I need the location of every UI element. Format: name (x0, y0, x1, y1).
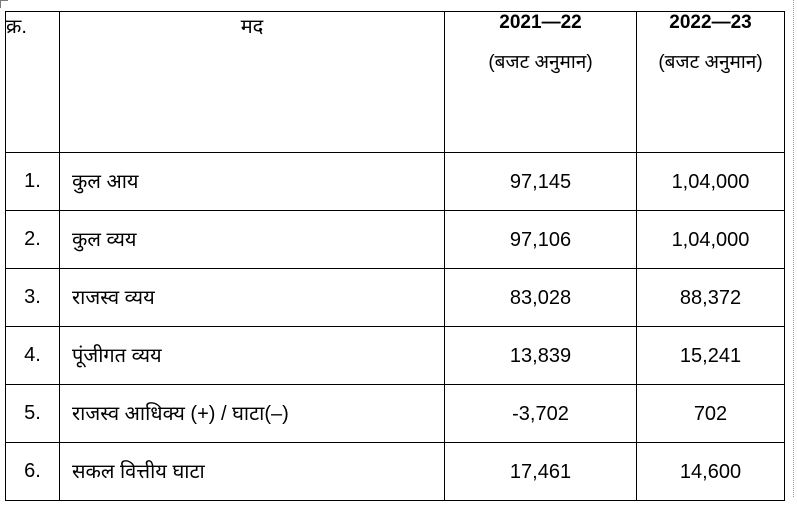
table-row: 3. राजस्व व्यय 83,028 88,372 (5, 268, 785, 327)
row-item: पूंजीगत व्यय (59, 326, 445, 385)
row-year1-value: 13,839 (444, 326, 637, 385)
header-item: मद (59, 11, 445, 153)
row-item: कुल आय (59, 152, 445, 211)
page-margin-guide (793, 0, 794, 497)
row-year1-value: 97,106 (444, 210, 637, 269)
row-serial: 5. (5, 384, 60, 443)
row-year2-value: 88,372 (636, 268, 785, 327)
table-header-row: क्र. मद 2021—22 (बजट अनुमान) 2022—23 (बज… (5, 11, 785, 153)
row-serial: 1. (5, 152, 60, 211)
table-row: 5. राजस्व आधिक्य (+) / घाटा(–) -3,702 70… (5, 384, 785, 443)
row-item: कुल व्यय (59, 210, 445, 269)
table-row: 2. कुल व्यय 97,106 1,04,000 (5, 210, 785, 269)
header-serial: क्र. (5, 11, 60, 153)
row-year1-value: -3,702 (444, 384, 637, 443)
row-year2-value: 1,04,000 (636, 152, 785, 211)
row-year1-value: 97,145 (444, 152, 637, 211)
row-year2-value: 1,04,000 (636, 210, 785, 269)
row-year2-value: 702 (636, 384, 785, 443)
row-year1-value: 83,028 (444, 268, 637, 327)
header-year-2022-23: 2022—23 (बजट अनुमान) (636, 11, 785, 153)
header-year-2021-22: 2021—22 (बजट अनुमान) (444, 11, 637, 153)
row-year2-value: 14,600 (636, 442, 785, 501)
table-row: 4. पूंजीगत व्यय 13,839 15,241 (5, 326, 785, 385)
row-serial: 3. (5, 268, 60, 327)
row-serial: 2. (5, 210, 60, 269)
header-year2-sub: (बजट अनुमान) (658, 52, 763, 73)
row-item: राजस्व व्यय (59, 268, 445, 327)
header-year1-label: 2021—22 (499, 12, 582, 33)
table-row: 6. सकल वित्तीय घाटा 17,461 14,600 (5, 442, 785, 501)
row-serial: 4. (5, 326, 60, 385)
row-year2-value: 15,241 (636, 326, 785, 385)
row-item: राजस्व आधिक्य (+) / घाटा(–) (59, 384, 445, 443)
row-year1-value: 17,461 (444, 442, 637, 501)
corner-marker (0, 0, 8, 8)
table-row: 1. कुल आय 97,145 1,04,000 (5, 152, 785, 211)
row-item: सकल वित्तीय घाटा (59, 442, 445, 501)
header-year1-sub: (बजट अनुमान) (488, 52, 593, 73)
budget-table: क्र. मद 2021—22 (बजट अनुमान) 2022—23 (बज… (5, 11, 785, 501)
row-serial: 6. (5, 442, 60, 501)
header-year2-label: 2022—23 (669, 12, 752, 33)
